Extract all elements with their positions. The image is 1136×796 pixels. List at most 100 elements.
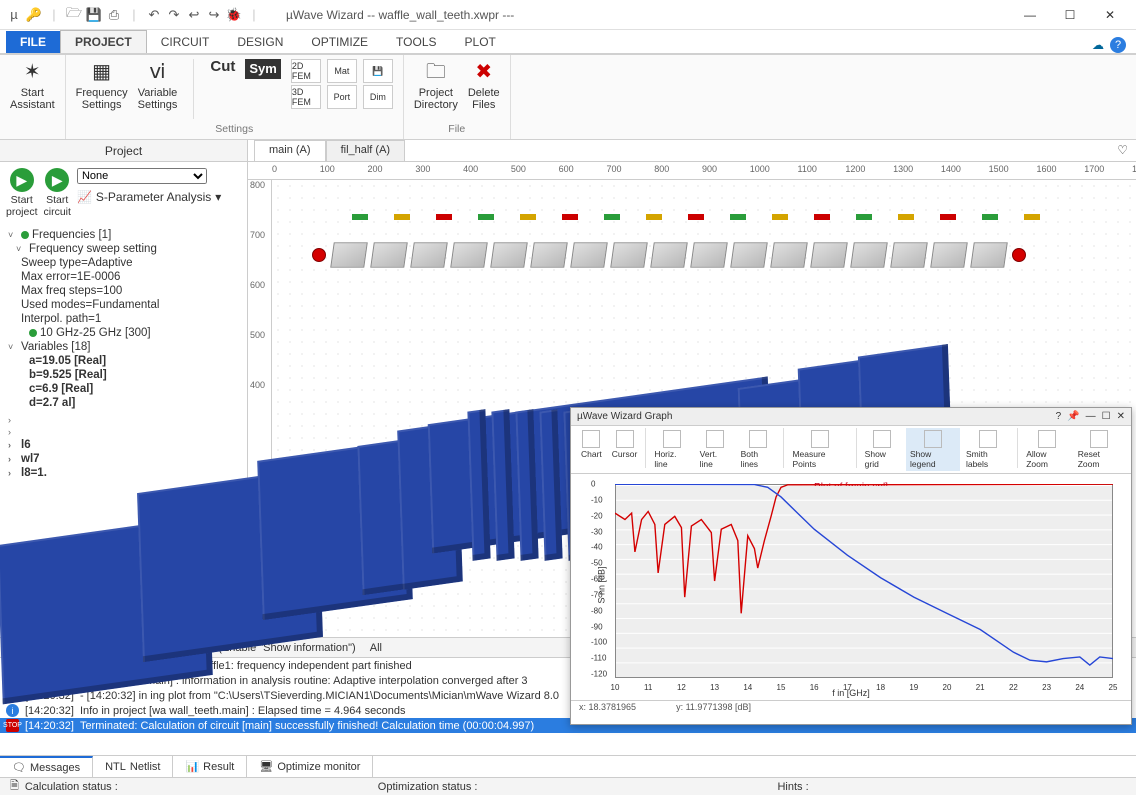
- tab-project[interactable]: PROJECT: [60, 30, 147, 53]
- component[interactable]: [770, 242, 808, 267]
- dim-button[interactable]: Dim: [363, 85, 393, 109]
- help-icon[interactable]: ?: [1110, 37, 1126, 53]
- tab-file[interactable]: FILE: [6, 31, 60, 53]
- 3dfem-button[interactable]: 3D FEM: [291, 85, 321, 109]
- port-button[interactable]: Port: [327, 85, 357, 109]
- bug-icon[interactable]: 🐞: [226, 7, 242, 23]
- component[interactable]: [610, 242, 648, 267]
- info-count[interactable]: i76 informations (Enable "Show informati…: [123, 641, 356, 654]
- tab-optimize[interactable]: OPTIMIZE: [297, 31, 382, 53]
- component[interactable]: [450, 242, 488, 267]
- port-left[interactable]: [312, 248, 326, 262]
- component[interactable]: [530, 242, 568, 267]
- tree-node[interactable]: Used modes=Fundamental: [2, 298, 245, 312]
- warnings-count[interactable]: !0 w: [75, 641, 109, 654]
- graph-tool-show-legend[interactable]: Show legend: [906, 428, 960, 471]
- back-icon[interactable]: ↩: [186, 7, 202, 23]
- component[interactable]: [730, 242, 768, 267]
- save-icon[interactable]: 💾: [86, 7, 102, 23]
- tree-node[interactable]: ˅Frequency sweep setting: [2, 242, 245, 256]
- fwd-icon[interactable]: ↪: [206, 7, 222, 23]
- graph-tool-both-lines[interactable]: Both lines: [737, 428, 780, 471]
- save2-button[interactable]: 💾: [363, 59, 393, 83]
- graph-tool-reset-zoom[interactable]: Reset Zoom: [1074, 428, 1125, 471]
- combo-none[interactable]: None: [77, 168, 207, 184]
- component[interactable]: [650, 242, 688, 267]
- doc-tab-main[interactable]: main (A): [254, 140, 326, 161]
- tree-node[interactable]: a=19.05 [Real]: [2, 354, 245, 368]
- tree-node[interactable]: 10 GHz-25 GHz [300]: [2, 326, 245, 340]
- component[interactable]: [970, 242, 1008, 267]
- chevron-down-icon[interactable]: ▾: [215, 190, 221, 204]
- key-icon[interactable]: 🔑: [26, 7, 42, 23]
- port-right[interactable]: [1012, 248, 1026, 262]
- graph-tool-horiz-line[interactable]: Horiz. line: [650, 428, 693, 471]
- tree-node[interactable]: c=6.9 [Real]: [2, 382, 245, 396]
- 2dfem-button[interactable]: 2D FEM: [291, 59, 321, 83]
- tab-netlist[interactable]: NTLNetlist: [93, 756, 173, 777]
- pin-icon[interactable]: 📌: [1067, 411, 1079, 422]
- component[interactable]: [930, 242, 968, 267]
- redo-icon[interactable]: ↷: [166, 7, 182, 23]
- component[interactable]: [810, 242, 848, 267]
- tab-result[interactable]: 📊Result: [173, 756, 247, 777]
- start-assistant-button[interactable]: ✶ Start Assistant: [10, 59, 55, 111]
- minimize-button[interactable]: —: [1010, 1, 1050, 29]
- undo-icon[interactable]: ↶: [146, 7, 162, 23]
- tree-node[interactable]: b=9.525 [Real]: [2, 368, 245, 382]
- tab-tools[interactable]: TOOLS: [382, 31, 450, 53]
- tab-design[interactable]: DESIGN: [223, 31, 297, 53]
- saveall-icon[interactable]: ⎙: [106, 7, 122, 23]
- close-icon[interactable]: ✕: [1117, 411, 1125, 422]
- tree-node[interactable]: ›: [2, 426, 245, 438]
- close-button[interactable]: ✕: [1090, 1, 1130, 29]
- component[interactable]: [370, 242, 408, 267]
- open-icon[interactable]: 🗁: [66, 7, 82, 23]
- start-project-button[interactable]: ▶ Start project: [6, 168, 38, 218]
- sym-button[interactable]: Sym: [245, 59, 280, 79]
- graph-tool-chart[interactable]: Chart: [577, 428, 606, 461]
- component[interactable]: [890, 242, 928, 267]
- graph-tool-vert-line[interactable]: Vert. line: [696, 428, 735, 471]
- delete-files-button[interactable]: ✖ Delete Files: [468, 59, 500, 111]
- errors-count[interactable]: ✖0 errors: [6, 641, 61, 654]
- tree-node[interactable]: ›l8=1.: [2, 466, 245, 480]
- component[interactable]: [410, 242, 448, 267]
- cut-button[interactable]: Cut: [210, 59, 235, 76]
- variable-settings-button[interactable]: ⅵ Variable Settings: [138, 59, 178, 111]
- graph-tool-smith-labels[interactable]: Smith labels: [962, 428, 1013, 471]
- tree-node[interactable]: ›: [2, 414, 245, 426]
- start-circuit-button[interactable]: ▶ Start circuit: [44, 168, 71, 218]
- all-filter[interactable]: All: [370, 642, 382, 654]
- component[interactable]: [850, 242, 888, 267]
- tree-node[interactable]: Max error=1E-0006: [2, 270, 245, 284]
- graph-tool-allow-zoom[interactable]: Allow Zoom: [1022, 428, 1072, 471]
- tab-circuit[interactable]: CIRCUIT: [147, 31, 224, 53]
- maximize-icon[interactable]: ☐: [1102, 411, 1111, 422]
- cloud-icon[interactable]: ☁: [1092, 38, 1104, 52]
- help-icon[interactable]: ?: [1056, 411, 1062, 422]
- component[interactable]: [690, 242, 728, 267]
- maximize-button[interactable]: ☐: [1050, 1, 1090, 29]
- project-directory-button[interactable]: 🗀 Project Directory: [414, 59, 458, 111]
- graph-tool-cursor[interactable]: Cursor: [608, 428, 642, 461]
- tree-node[interactable]: ›wl7: [2, 452, 245, 466]
- tab-optimize-monitor[interactable]: 🖥Optimize monitor: [247, 756, 373, 777]
- graph-tool-show-grid[interactable]: Show grid: [861, 428, 904, 471]
- tree-node[interactable]: ˅Variables [18]: [2, 340, 245, 354]
- doc-tab-filhalf[interactable]: fil_half (A): [326, 140, 406, 161]
- component[interactable]: [330, 242, 368, 267]
- tree-node[interactable]: Interpol. path=1: [2, 312, 245, 326]
- mat-button[interactable]: Mat: [327, 59, 357, 83]
- tree-node[interactable]: ˅Frequencies [1]: [2, 228, 245, 242]
- tree-node[interactable]: Sweep type=Adaptive: [2, 256, 245, 270]
- tree-node[interactable]: ›l6: [2, 438, 245, 452]
- graph-tool-measure-points[interactable]: Measure Points: [788, 428, 851, 471]
- tab-plot[interactable]: PLOT: [451, 31, 510, 53]
- tree-node[interactable]: Max freq steps=100: [2, 284, 245, 298]
- graph-window[interactable]: µWave Wizard Graph ? 📌 — ☐ ✕ ChartCursor…: [570, 407, 1132, 725]
- component[interactable]: [490, 242, 528, 267]
- analysis-label[interactable]: S-Parameter Analysis: [96, 190, 211, 204]
- frequency-settings-button[interactable]: ▦ Frequency Settings: [76, 59, 128, 111]
- tree-node[interactable]: d=2.7 al]: [2, 396, 245, 410]
